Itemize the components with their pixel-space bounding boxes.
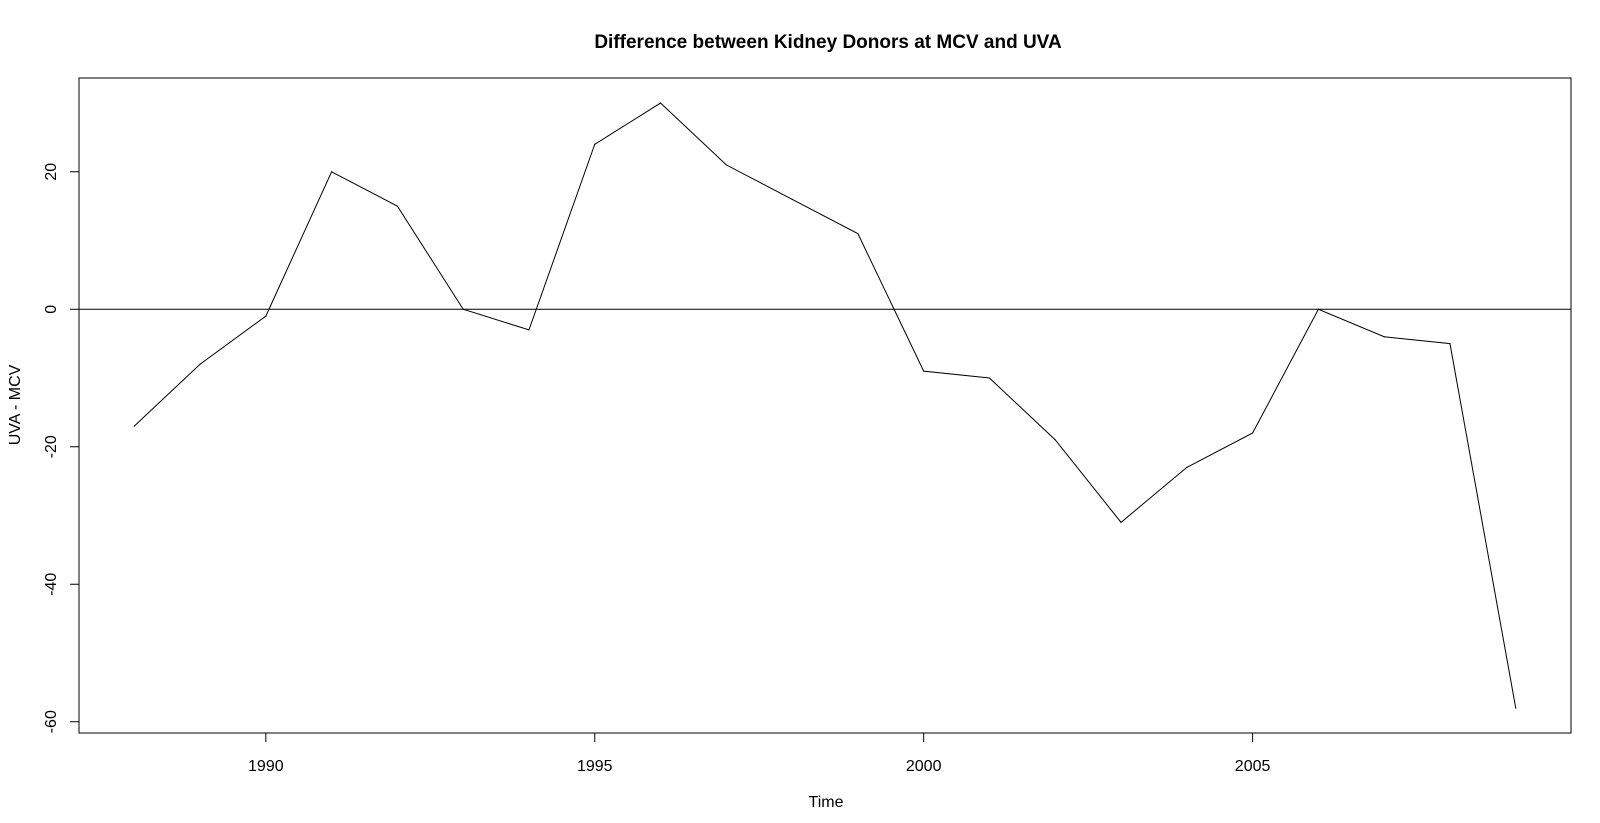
data-point [1186, 466, 1188, 468]
data-point [725, 164, 727, 166]
data-point [1120, 521, 1122, 523]
series-line [133, 102, 1517, 709]
data-point [988, 377, 991, 379]
data-point [594, 143, 596, 145]
data-point [528, 329, 530, 331]
y-tick-label: 20 [43, 163, 60, 181]
data-point [1449, 343, 1451, 345]
data-point [199, 363, 201, 365]
data-point [133, 425, 135, 427]
data-point [1054, 439, 1056, 441]
data-point [923, 370, 925, 372]
data-point [1317, 308, 1319, 310]
data-point [331, 171, 333, 173]
data-point [1252, 432, 1254, 434]
x-tick-label: 1995 [577, 758, 613, 775]
plot-frame [78, 77, 1572, 734]
y-axis-label: UVA - MCV [7, 364, 24, 445]
data-point [462, 308, 464, 310]
series-layer [133, 102, 1517, 709]
x-axis: 1990 1995 2000 2005 [248, 733, 1270, 775]
x-tick-label: 1990 [248, 758, 284, 775]
x-tick-label: 2005 [1235, 758, 1271, 775]
data-point [1515, 707, 1517, 709]
data-point [396, 205, 398, 207]
y-tick-label: -40 [43, 573, 60, 596]
y-tick-label: -60 [43, 710, 60, 733]
y-tick-label: -20 [43, 435, 60, 458]
x-tick-label: 2000 [906, 758, 942, 775]
chart-title: Difference between Kidney Donors at MCV … [594, 32, 1062, 53]
x-axis-label: Time [809, 794, 844, 811]
y-tick-label: 0 [43, 305, 60, 314]
data-point [857, 233, 859, 235]
data-point [791, 198, 793, 200]
data-point [659, 102, 662, 104]
data-point [1383, 336, 1385, 338]
data-point [265, 315, 267, 317]
y-axis: -60 -40 -20 0 20 [43, 163, 79, 733]
